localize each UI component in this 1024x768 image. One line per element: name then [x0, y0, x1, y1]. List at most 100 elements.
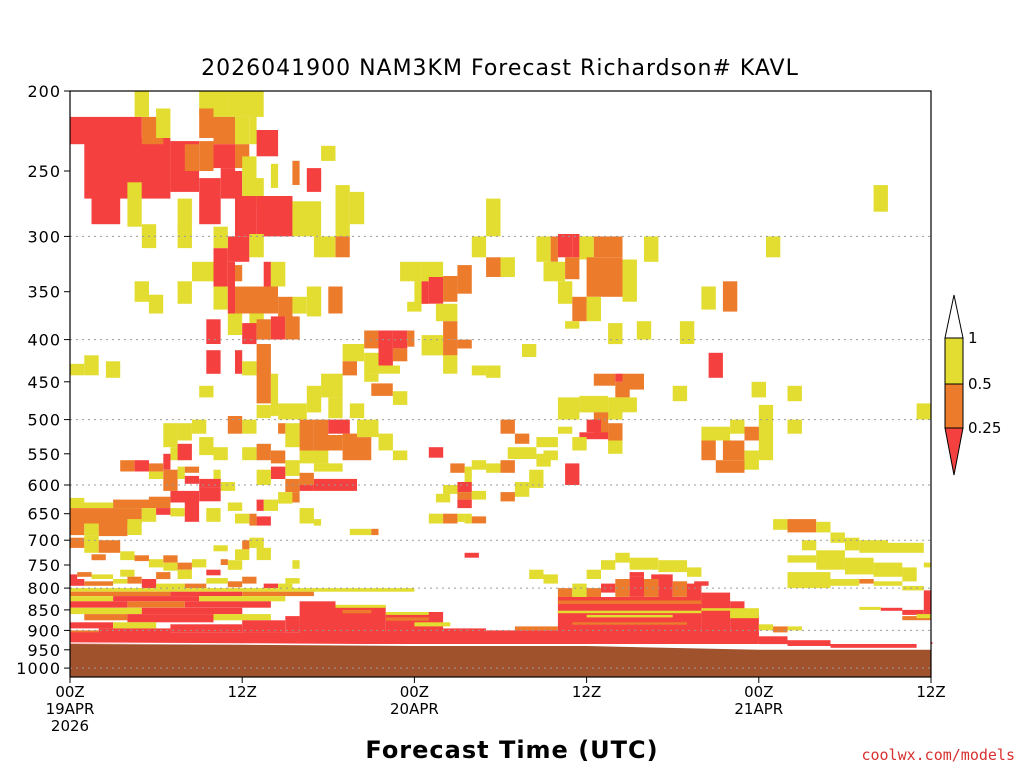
heatmap-cell-yellow [192, 261, 214, 282]
heatmap-cell-yellow [285, 460, 300, 476]
y-tick-label: 450 [27, 373, 61, 392]
heatmap-cell-yellow [392, 450, 408, 461]
heatmap-cell-yellow [213, 614, 271, 621]
heatmap-cell-red [557, 234, 573, 258]
y-tick-label: 1000 [16, 659, 61, 678]
heatmap-cell-yellow [844, 537, 860, 551]
heatmap-cell-yellow [923, 562, 931, 568]
heatmap-cell-yellow [400, 261, 422, 282]
heatmap-cell-red [256, 499, 264, 511]
heatmap-cell-yellow [321, 373, 343, 398]
heatmap-cell-yellow [500, 257, 515, 277]
heatmap-cell-red [615, 373, 623, 382]
heatmap-cell-yellow [285, 578, 300, 584]
heatmap-cell-yellow [148, 559, 164, 568]
heatmap-cell-yellow [235, 116, 250, 145]
heatmap-cell-yellow [601, 560, 616, 570]
heatmap-cell-orange [299, 472, 314, 485]
heatmap-cell-yellow [213, 286, 228, 310]
heatmap-cell-red [141, 579, 157, 589]
heatmap-cell-yellow [787, 385, 802, 402]
heatmap-cell-yellow [536, 236, 551, 262]
heatmap-cell-red [263, 583, 278, 589]
heatmap-cell-yellow [199, 385, 214, 398]
heatmap-cell-yellow [313, 463, 343, 472]
y-tick-label: 750 [27, 556, 61, 575]
heatmap-cell-red [299, 485, 314, 491]
heatmap-cell-yellow [263, 499, 278, 511]
heatmap-cell-red [457, 482, 472, 493]
heatmap-cell-yellow [579, 236, 594, 260]
heatmap-cell-red [184, 475, 200, 484]
heatmap-cell-orange [500, 492, 515, 502]
heatmap-cell-red [708, 352, 723, 378]
heatmap-cell-orange [744, 426, 759, 441]
heatmap-cell-yellow [679, 321, 695, 344]
heatmap-cell-orange [644, 579, 659, 597]
heatmap-cell-yellow [299, 450, 329, 464]
heatmap-cell-red [557, 597, 702, 639]
legend-yellow-box [944, 337, 964, 385]
heatmap-cell-orange [407, 330, 415, 347]
heatmap-cell-yellow [608, 397, 623, 420]
heatmap-cell-orange [672, 581, 688, 597]
heatmap-cell-orange [371, 383, 393, 396]
heatmap-cell-yellow [816, 550, 845, 570]
heatmap-cell-yellow [313, 519, 322, 526]
heatmap-cell-red [206, 319, 221, 344]
heatmap-cell-orange [163, 555, 178, 563]
heatmap-cell-yellow [242, 447, 257, 461]
heatmap-cell-yellow [120, 569, 135, 577]
heatmap-cell-yellow [572, 583, 587, 597]
heatmap-cell-red [70, 622, 114, 629]
heatmap-cell-yellow [220, 482, 236, 491]
heatmap-cell-red [113, 596, 200, 602]
heatmap-cell-yellow [536, 437, 558, 448]
heatmap-cell-red [378, 330, 393, 366]
legend-white-arrow [944, 294, 964, 339]
heatmap-cell-orange [335, 236, 350, 258]
heatmap-cell-red [213, 144, 235, 169]
heatmap-cell-red [170, 624, 243, 633]
heatmap-cell-yellow [120, 551, 135, 561]
heatmap-cell-red [270, 316, 286, 340]
heatmap-cell-red [213, 248, 228, 287]
heatmap-cell-yellow [787, 572, 831, 589]
heatmap-cell-orange [593, 236, 623, 258]
heatmap-cell-orange [278, 296, 293, 317]
heatmap-cell-red [70, 574, 78, 584]
heatmap-cell-yellow [787, 626, 802, 631]
heatmap-cell-yellow [292, 201, 322, 237]
heatmap-cell-yellow [758, 624, 774, 631]
heatmap-cell-yellow [349, 528, 372, 536]
heatmap-cell-red [457, 499, 472, 509]
heatmap-cell-yellow [177, 466, 185, 479]
heatmap-cell-orange [392, 348, 408, 362]
heatmap-cell-yellow [543, 261, 565, 282]
heatmap-cell-yellow [557, 610, 702, 614]
heatmap-cell-yellow [213, 226, 228, 249]
heatmap-cell-orange [299, 419, 314, 451]
heatmap-cell-orange [91, 554, 106, 561]
heatmap-cell-red [199, 487, 221, 502]
heatmap-cell-red [931, 642, 933, 644]
heatmap-cell-yellow [859, 540, 888, 553]
heatmap-cell-yellow [435, 303, 458, 322]
heatmap-cell-red [177, 443, 192, 461]
heatmap-cell-yellow [486, 463, 501, 473]
heatmap-cell-red [572, 234, 580, 258]
y-tick-label: 650 [27, 505, 61, 524]
heatmap-cell-orange [242, 576, 257, 584]
heatmap-cell-red [256, 130, 279, 157]
y-tick-label: 250 [27, 162, 61, 181]
heatmap-cell-red [285, 616, 300, 633]
heatmap-cell-yellow [349, 191, 365, 225]
heatmap-cell-yellow [471, 365, 487, 376]
heatmap-cell-red [170, 591, 243, 597]
heatmap-cell-yellow [127, 198, 142, 227]
heatmap-cell-orange [715, 460, 745, 473]
heatmap-cell-red [299, 601, 336, 637]
x-tick-label: 00Z [55, 683, 84, 701]
